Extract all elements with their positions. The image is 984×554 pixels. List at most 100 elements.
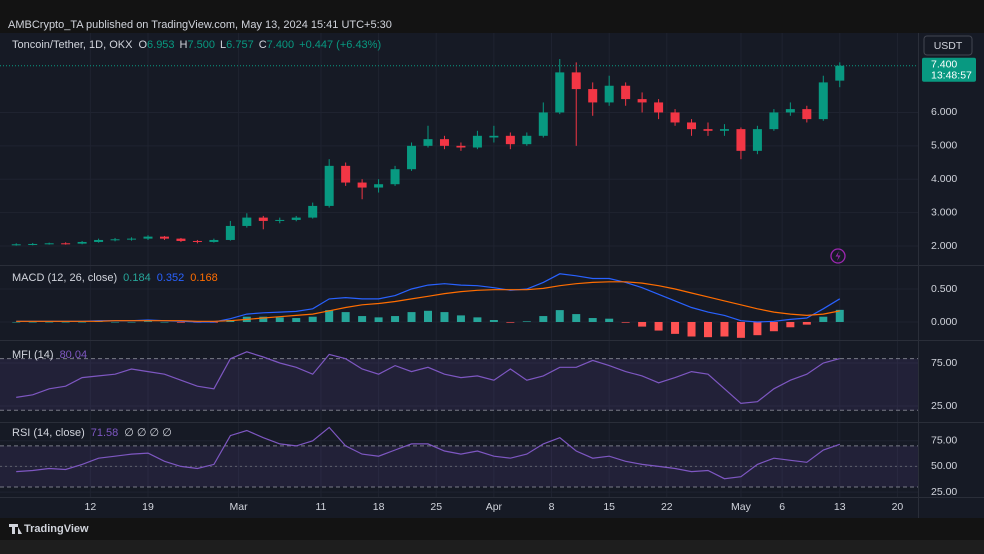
macd-histogram-bar: [720, 321, 729, 337]
macd-histogram-bar: [671, 321, 680, 334]
candle-body: [835, 65, 845, 81]
y-tick-label: 6.000: [931, 106, 957, 118]
macd-histogram-bar: [61, 321, 70, 323]
macd-histogram-bar: [12, 321, 21, 323]
symbol: Toncoin/Tether, 1D, OKX: [12, 39, 133, 51]
change: +0.447 (+6.43%): [299, 39, 381, 51]
candle-body: [77, 241, 87, 244]
candle-body: [423, 139, 433, 146]
footer-brand: TradingView: [24, 523, 89, 535]
pane-separators: [0, 33, 984, 518]
candle-body: [127, 238, 137, 240]
band-fill: [0, 358, 918, 411]
mfi-value: 80.04: [60, 349, 88, 361]
candle-body: [275, 219, 285, 221]
candle-body: [670, 112, 680, 123]
candle-body: [110, 239, 120, 241]
macd-histogram-bar: [144, 321, 152, 322]
candle-body: [505, 135, 515, 145]
mfi-title: MFI (14): [12, 349, 54, 361]
macd-histogram-bar: [621, 321, 630, 323]
macd-histogram-bar: [127, 321, 136, 323]
candle-body: [736, 129, 746, 151]
x-tick-label: 12: [85, 501, 97, 513]
candle-body: [225, 225, 235, 240]
currency-button[interactable]: [923, 35, 973, 56]
candle-body: [11, 244, 21, 246]
x-tick-label: 13: [834, 501, 846, 513]
x-tick-label: 22: [661, 501, 673, 513]
macd-histogram-bar: [275, 317, 284, 322]
macd-histogram-bar: [572, 314, 581, 322]
macd-histogram-bar: [407, 312, 416, 322]
alert-bolt: [835, 251, 841, 261]
symbol-legend: Toncoin/Tether, 1D, OKX O6.953 H7.500 L6.75…: [12, 39, 381, 51]
price-badge-label: 7.400: [931, 58, 957, 70]
candle-body: [456, 145, 466, 148]
macd-histogram-bar: [176, 321, 185, 323]
rsi-legend: RSI (14, close) 71.58 ∅ ∅ ∅ ∅: [12, 427, 172, 439]
candle-body: [192, 240, 202, 242]
x-tick-label: 18: [373, 501, 385, 513]
x-tick-label: Mar: [230, 501, 249, 513]
candle-body: [258, 217, 268, 221]
candle-body: [538, 112, 548, 136]
macd-histogram-bar: [522, 321, 531, 322]
price-badge: [922, 57, 976, 82]
macd-histogram-bar: [391, 316, 400, 322]
macd-histogram-bar: [456, 315, 465, 322]
publish-header: AMBCrypto_TA published on TradingView.co…: [8, 19, 392, 31]
candle-body: [637, 99, 647, 103]
x-tick-label: Apr: [486, 501, 503, 513]
oscillator-line: [16, 426, 840, 480]
candle-body: [143, 236, 153, 239]
x-tick-label: 19: [142, 501, 154, 513]
alert-icon[interactable]: [830, 248, 846, 264]
y-tick-label: 2.000: [931, 240, 957, 252]
macd-legend: MACD (12, 26, close) 0.184 0.352 0.168: [12, 272, 218, 284]
high: 7.500: [188, 39, 216, 51]
candle-body: [687, 122, 697, 130]
candle-body: [555, 72, 565, 113]
candle-body: [719, 129, 729, 131]
y-tick-label: 25.00: [931, 486, 957, 498]
candle-body: [94, 239, 104, 242]
candle-body: [588, 89, 598, 103]
macd-histogram-bar: [819, 316, 828, 322]
macd-value: 0.352: [157, 272, 185, 284]
macd-histogram-bar: [588, 318, 597, 322]
close: 7.400: [267, 39, 295, 51]
macd-histogram-bar: [325, 310, 334, 322]
macd-histogram-bar: [539, 316, 548, 322]
macd-line: [16, 281, 840, 322]
candle-body: [522, 135, 532, 145]
signal-value: 0.168: [190, 272, 218, 284]
macd-histogram-bar: [160, 321, 169, 323]
macd-histogram-bar: [786, 321, 795, 328]
macd-histogram-bar: [802, 321, 811, 325]
x-tick-label: 15: [603, 501, 615, 513]
macd-histogram-bar: [308, 316, 317, 322]
y-tick-label: 75.00: [931, 357, 957, 369]
candle-body: [769, 112, 779, 130]
open: 6.953: [147, 39, 175, 51]
y-tick-label: 75.00: [931, 435, 957, 447]
candle-body: [357, 182, 367, 188]
candle-body: [703, 129, 713, 131]
macd-histogram-bar: [753, 321, 762, 336]
macd-histogram-bar: [605, 318, 614, 322]
y-tick-label: 4.000: [931, 173, 957, 185]
oscillator-line: [16, 351, 840, 405]
macd-histogram-bar: [473, 317, 482, 322]
candle-body: [159, 236, 169, 239]
macd-histogram-bar: [45, 321, 54, 323]
x-tick-label: 8: [549, 501, 555, 513]
o-label: O: [138, 39, 147, 51]
macd-histogram-bar: [835, 309, 844, 322]
currency[interactable]: USDT: [934, 40, 963, 52]
rsi-value: 71.58: [91, 427, 119, 439]
macd-histogram-bar: [374, 317, 383, 322]
marks: [0, 59, 918, 480]
macd-histogram-bar: [259, 316, 268, 322]
